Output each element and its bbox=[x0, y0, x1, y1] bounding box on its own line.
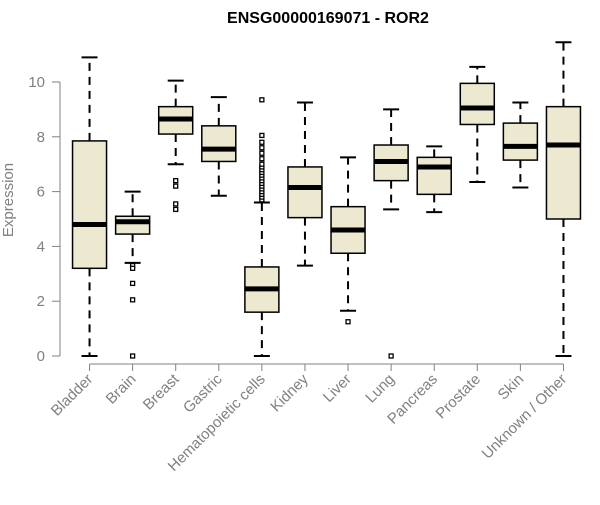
y-tick-label: 4 bbox=[37, 238, 45, 255]
outlier-point bbox=[259, 132, 265, 139]
x-tick-label: Liver bbox=[320, 371, 355, 406]
boxes-group bbox=[71, 41, 582, 359]
outlier-point bbox=[259, 150, 265, 156]
box-unknown-other bbox=[545, 41, 582, 357]
box-skin bbox=[502, 101, 539, 189]
box-kidney bbox=[287, 101, 323, 267]
outlier-point bbox=[259, 161, 265, 167]
box-gastric bbox=[201, 96, 237, 197]
y-tick-label: 8 bbox=[37, 129, 45, 146]
y-tick-label: 10 bbox=[28, 74, 45, 91]
outlier-point bbox=[173, 206, 179, 213]
outlier-point bbox=[259, 139, 265, 145]
iqr-box bbox=[502, 122, 539, 161]
box-pancreas bbox=[416, 145, 452, 214]
y-axis: 0 2 4 6 8 10 bbox=[28, 74, 61, 365]
outlier-point bbox=[259, 145, 265, 151]
x-tick-label: Lung bbox=[362, 371, 398, 407]
outlier-point bbox=[129, 297, 136, 303]
y-tick-label: 6 bbox=[37, 184, 45, 201]
x-tick-label: Bladder bbox=[48, 371, 97, 420]
box-breast bbox=[157, 79, 194, 213]
x-tick-label: Brain bbox=[103, 371, 140, 408]
iqr-box bbox=[416, 156, 452, 196]
iqr-box bbox=[201, 125, 237, 163]
iqr-box bbox=[114, 215, 151, 235]
x-tick-label: Breast bbox=[140, 370, 183, 413]
x-tick-label: Skin bbox=[495, 371, 528, 404]
y-axis-title: Expression bbox=[0, 163, 17, 237]
outlier-point bbox=[259, 156, 265, 162]
box-brain bbox=[114, 190, 151, 359]
box-hematopoietic-cells bbox=[244, 97, 280, 357]
outlier-point bbox=[388, 353, 394, 359]
box-bladder bbox=[71, 56, 108, 357]
box-lung bbox=[373, 108, 409, 359]
iqr-box bbox=[459, 82, 496, 126]
box-prostate bbox=[459, 65, 496, 184]
outlier-point bbox=[173, 177, 179, 184]
x-tick-label: Prostate bbox=[433, 371, 485, 423]
outlier-point bbox=[173, 201, 179, 207]
box-liver bbox=[330, 156, 366, 325]
y-tick-label: 0 bbox=[37, 348, 45, 365]
outlier-point bbox=[129, 353, 136, 359]
iqr-box bbox=[71, 140, 108, 270]
outlier-point bbox=[129, 280, 136, 287]
outlier-point bbox=[129, 265, 136, 271]
iqr-box bbox=[545, 105, 582, 220]
chart-title: ENSG00000169071 - ROR2 bbox=[227, 10, 429, 27]
outlier-point bbox=[345, 319, 351, 325]
outlier-point bbox=[173, 183, 179, 189]
outlier-point bbox=[259, 97, 265, 103]
x-tick-label: Kidney bbox=[267, 370, 312, 415]
iqr-box bbox=[287, 166, 323, 219]
y-tick-label: 2 bbox=[37, 293, 45, 310]
